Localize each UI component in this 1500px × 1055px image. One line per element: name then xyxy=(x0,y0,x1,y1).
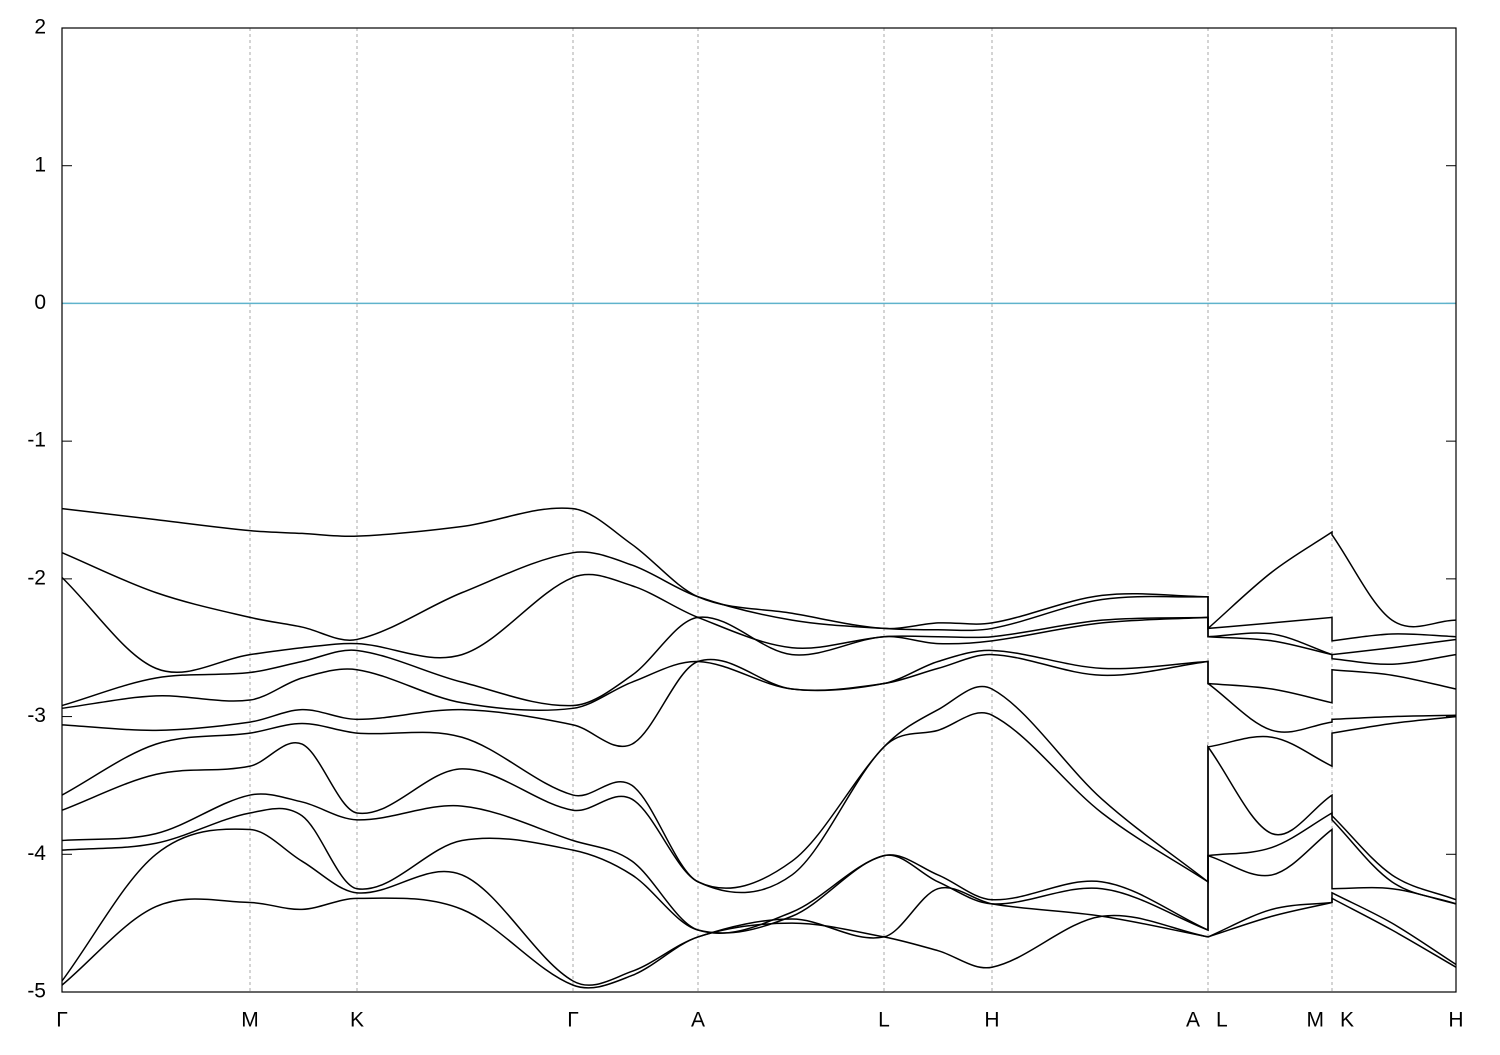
x-tick-label: K xyxy=(350,1009,364,1032)
band-line xyxy=(61,685,1457,889)
x-tick-label: Γ xyxy=(56,1009,68,1032)
y-tick-label: 2 xyxy=(34,16,46,39)
x-tick-label: Γ xyxy=(567,1009,579,1032)
y-tick-label: 1 xyxy=(34,153,46,176)
band-line xyxy=(61,897,1457,989)
x-tick-label: H xyxy=(984,1009,999,1032)
plot-frame xyxy=(61,27,1457,993)
band-line xyxy=(61,616,1457,707)
band-line xyxy=(61,807,1457,934)
band-line xyxy=(61,507,1457,631)
x-tick-label: M xyxy=(241,1009,259,1032)
band-line xyxy=(61,712,1457,901)
y-tick-label: -5 xyxy=(27,980,46,1003)
x-tick-label: L xyxy=(1216,1009,1228,1032)
band-line xyxy=(61,551,1457,642)
y-tick-label: -1 xyxy=(27,429,46,452)
x-tick-label: A xyxy=(691,1009,705,1032)
y-tick-label: -4 xyxy=(27,842,46,865)
y-tick-label: -2 xyxy=(27,566,46,589)
band-line xyxy=(61,793,1457,934)
x-tick-label: H xyxy=(1448,1009,1463,1032)
band-line xyxy=(61,653,1457,747)
band-line xyxy=(61,828,1457,986)
x-tick-label: M xyxy=(1307,1009,1325,1032)
band-line xyxy=(61,573,1457,673)
y-tick-label: 0 xyxy=(34,291,46,314)
x-tick-label: L xyxy=(878,1009,890,1032)
x-tick-label: K xyxy=(1340,1009,1354,1032)
x-tick-label: A xyxy=(1186,1009,1200,1032)
y-tick-label: -3 xyxy=(27,704,46,727)
band-line xyxy=(61,649,1457,712)
